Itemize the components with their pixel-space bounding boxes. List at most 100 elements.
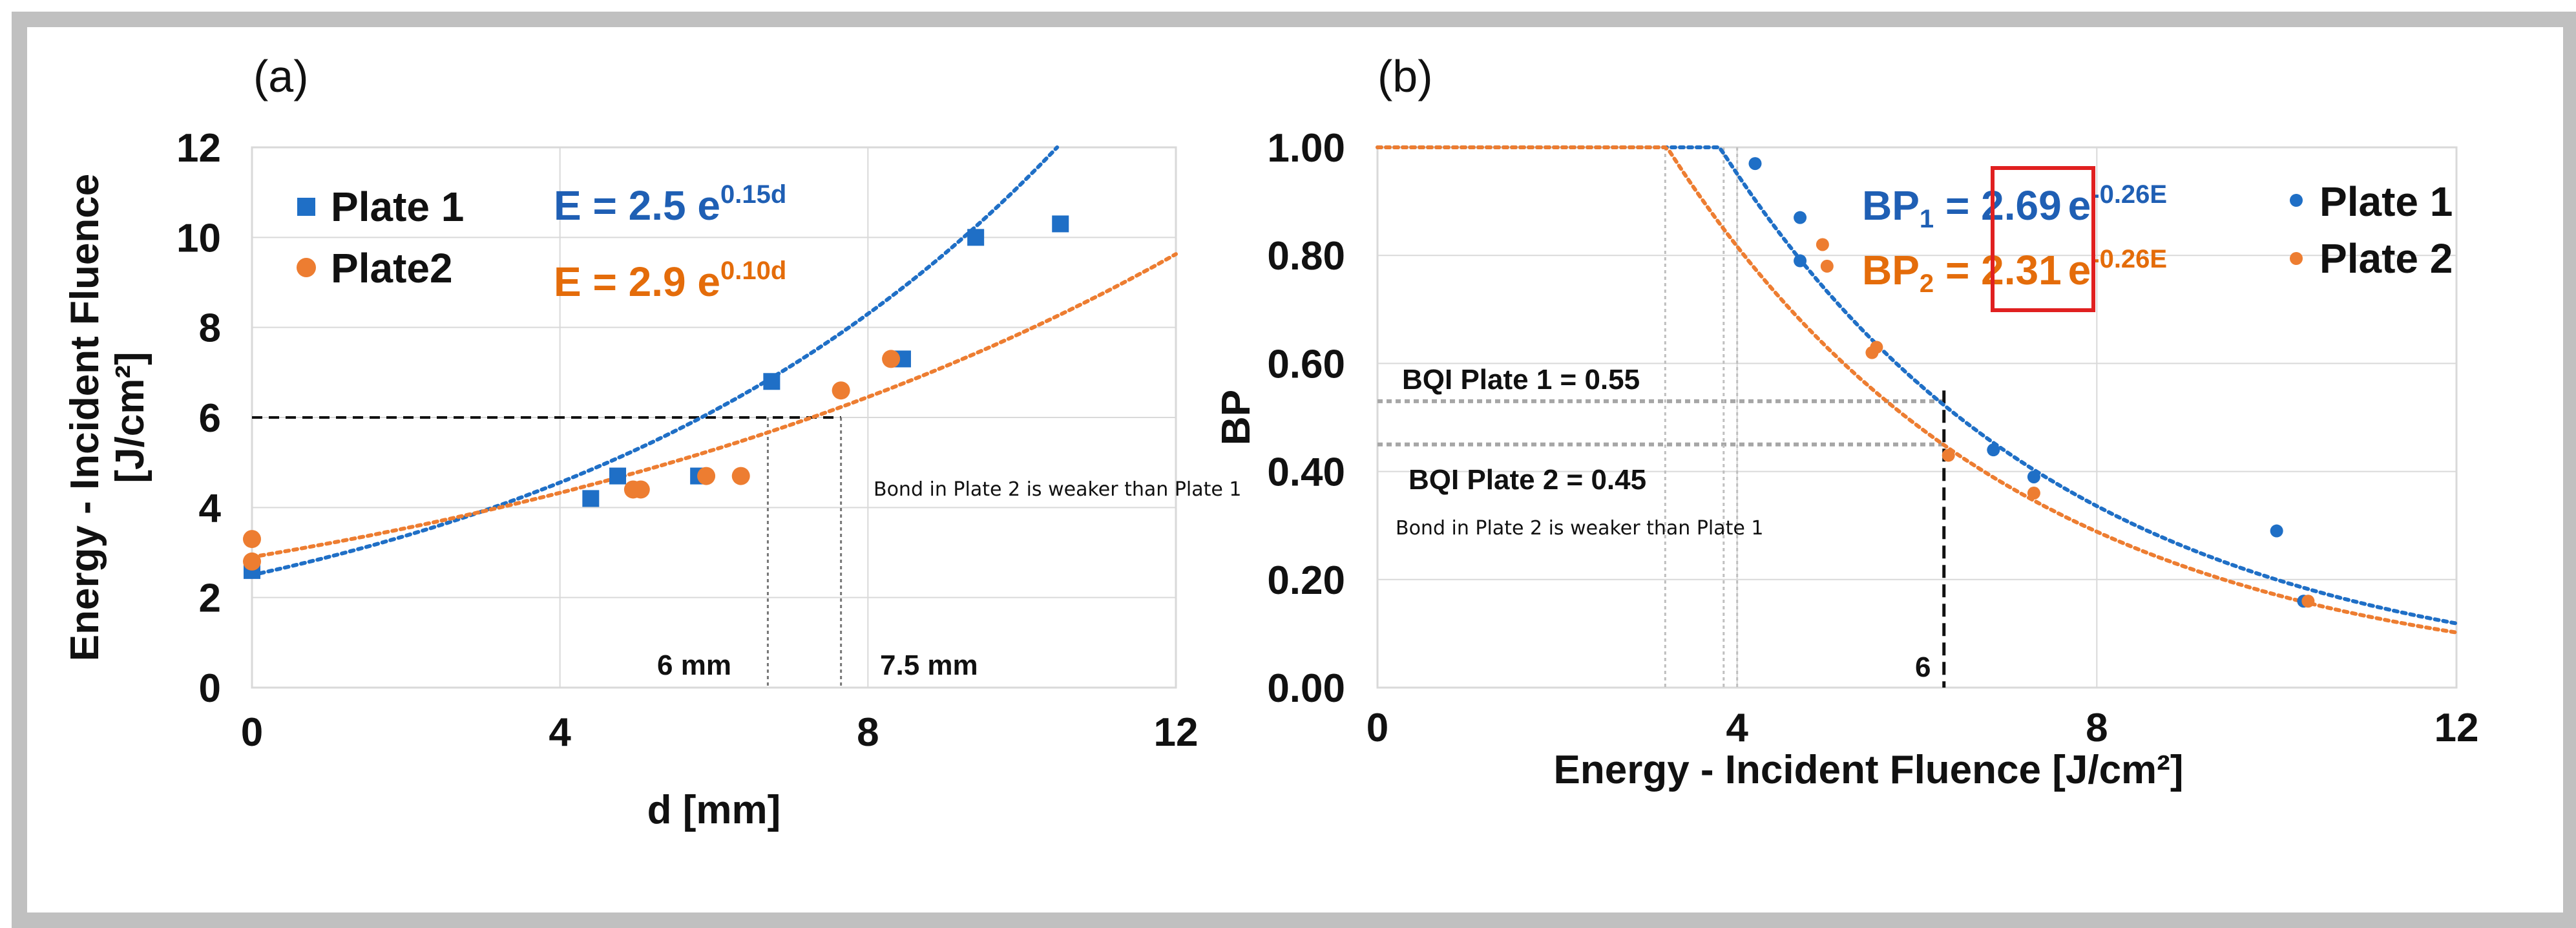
y-tick-label-b: 0.80 <box>1267 234 1345 279</box>
x-axis-title-a: d [mm] <box>647 788 781 832</box>
panel-label-a: (a) <box>253 51 309 101</box>
data-point-plate1-a <box>582 490 600 507</box>
data-point-plate1-b <box>1794 254 1807 268</box>
y-tick-label-b: 0.00 <box>1267 666 1345 711</box>
fit-curve-plate2-b <box>1376 145 2458 635</box>
fit-curves-b <box>1376 145 2458 635</box>
note-b: Bond in Plate 2 is weaker than Plate 1 <box>1396 517 1763 540</box>
legend-label-plate1-b: Plate 1 <box>2319 178 2453 225</box>
annotation-six: 6 <box>1915 651 1931 683</box>
x-tick-label-b: 0 <box>1367 706 1388 750</box>
fit-curve-plate1-a <box>250 145 1060 577</box>
data-point-plate2-a <box>697 467 716 485</box>
legend-label-plate2-b: Plate 2 <box>2319 235 2453 282</box>
legend-marker-plate2-a <box>297 258 316 277</box>
y-axis-title-a-line2: [J/cm²] <box>108 352 152 483</box>
data-point-plate1-b <box>2027 470 2040 483</box>
y-tick-label-a: 0 <box>199 666 221 711</box>
data-point-plate1-b <box>2270 524 2283 538</box>
fit-equation-plate1-b-eq: = <box>1934 182 1981 229</box>
y-tick-label-a: 10 <box>176 216 221 260</box>
annotation-7-5mm: 7.5 mm <box>880 649 978 681</box>
tick-labels-b: 0.000.200.400.600.801.000 4 8 12 <box>1267 126 2478 750</box>
y-axis-title-b: BP <box>1214 390 1259 445</box>
data-point-plate2-b <box>1942 448 1955 462</box>
data-point-plate1-b <box>1987 443 2000 457</box>
data-point-plate2-a <box>243 552 261 571</box>
fit-equation-plate1-a: E = 2.5 e0.15d <box>554 180 786 229</box>
data-point-plate2-a <box>731 467 750 485</box>
chart-a: (a) 0 2 4 6 8 10 12 0 4 8 12 Energy - Incident Flu… <box>63 51 1241 832</box>
legend-marker-plate1-b <box>2290 194 2303 207</box>
legend-label-plate1-a: Plate 1 <box>331 184 464 230</box>
x-axis-title-b: Energy - Incident Fluence [J/cm²] <box>1554 748 2184 792</box>
fit-curve-plate2-a <box>250 252 1178 559</box>
tick-labels-a: 0 2 4 6 8 10 12 0 4 8 12 <box>176 126 1198 755</box>
fit-equation-plate2-b-eq: = <box>1934 247 1981 293</box>
x-tick-label-b: 4 <box>1726 706 1748 750</box>
fit-equation-plate1-a-sup: 0.15d <box>720 180 786 209</box>
annotation-bqi-plate2: BQI Plate 2 = 0.45 <box>1408 464 1646 496</box>
figure-frame: (a) 0 2 4 6 8 10 12 0 4 8 12 Energy - Incident Flu… <box>12 12 2576 928</box>
fit-equation-plate1-b-prefix: BP <box>1862 182 1920 229</box>
data-point-plate2-b <box>2027 487 2040 500</box>
fit-equation-plate1-b-sub: 1 <box>1920 205 1934 233</box>
fit-equation-plate2-b-prefix: BP <box>1862 247 1920 293</box>
data-point-plate2-b <box>1816 238 1829 251</box>
data-point-plate2-a <box>882 350 901 368</box>
note-a: Bond in Plate 2 is weaker than Plate 1 <box>874 478 1241 501</box>
data-points-b <box>1748 157 2315 608</box>
guides-b <box>1377 147 1946 688</box>
data-point-plate1-a <box>609 467 627 485</box>
fit-equation-plate2-b-sup: -0.26E <box>2091 245 2167 273</box>
x-tick-label-a: 12 <box>1154 710 1199 755</box>
fit-equation-plate2-a-sup: 0.10d <box>720 257 786 285</box>
guides-a <box>252 416 843 688</box>
y-tick-label-a: 2 <box>199 576 221 621</box>
fit-equation-plate2-a-main: E = 2.9 e <box>554 258 720 305</box>
data-point-plate2-a <box>243 530 261 549</box>
fit-equation-plate1-b: BP1 = 2.69 e-0.26E <box>1862 180 2167 233</box>
fit-equation-plate1-b-sup: -0.26E <box>2091 180 2167 209</box>
data-point-plate2-b <box>1870 341 1883 354</box>
y-tick-label-a: 4 <box>199 486 222 531</box>
fit-equation-plate2-b: BP2 = 2.31 e-0.26E <box>1862 245 2167 298</box>
fit-curves-a <box>250 145 1178 577</box>
fit-equation-plate2-a: E = 2.9 e0.10d <box>554 257 786 305</box>
data-point-plate1-a <box>763 373 780 390</box>
x-tick-label-b: 12 <box>2435 706 2479 750</box>
coefficient-highlight-box <box>1991 166 2095 312</box>
y-tick-label-a: 8 <box>199 306 221 351</box>
fit-equation-plate2-b-e: e <box>2068 247 2091 293</box>
fit-equation-plate2-b-sub: 2 <box>1920 269 1934 298</box>
data-point-plate1-b <box>1748 157 1762 171</box>
data-point-plate2-a <box>631 480 650 499</box>
chart-b: (b) 0.000.200.400.600.801.000 4 8 12 BP Ene… <box>1214 51 2478 792</box>
annotation-6mm: 6 mm <box>657 649 731 681</box>
legend-label-plate2-a: Plate2 <box>331 245 453 291</box>
x-tick-label-a: 4 <box>549 710 571 755</box>
data-point-plate2-b <box>1820 259 1834 273</box>
y-tick-label-b: 0.60 <box>1267 342 1345 386</box>
y-tick-label-b: 0.40 <box>1267 450 1345 495</box>
y-axis-title-a-line1: Energy - Incident Fluence <box>63 174 107 661</box>
data-point-plate2-b <box>2301 595 2315 608</box>
y-tick-label-b: 0.20 <box>1267 558 1345 603</box>
x-tick-label-a: 0 <box>241 710 263 755</box>
fit-equation-plate1-a-main: E = 2.5 e <box>554 182 720 229</box>
legend-marker-plate2-b <box>2290 252 2303 265</box>
annotation-bqi-plate1: BQI Plate 1 = 0.55 <box>1402 364 1640 395</box>
data-point-plate1-a <box>967 229 985 246</box>
y-tick-label-a: 6 <box>199 396 221 441</box>
data-point-plate1-a <box>1052 215 1069 233</box>
x-tick-label-a: 8 <box>857 710 879 755</box>
legend-marker-plate1-a <box>297 198 315 216</box>
y-tick-label-a: 12 <box>176 126 221 171</box>
y-tick-label-b: 1.00 <box>1267 126 1345 171</box>
x-tick-label-b: 8 <box>2086 706 2108 750</box>
data-point-plate1-b <box>1794 211 1807 224</box>
data-point-plate2-a <box>832 381 850 400</box>
data-points-a <box>243 215 1069 579</box>
panel-label-b: (b) <box>1377 51 1433 101</box>
